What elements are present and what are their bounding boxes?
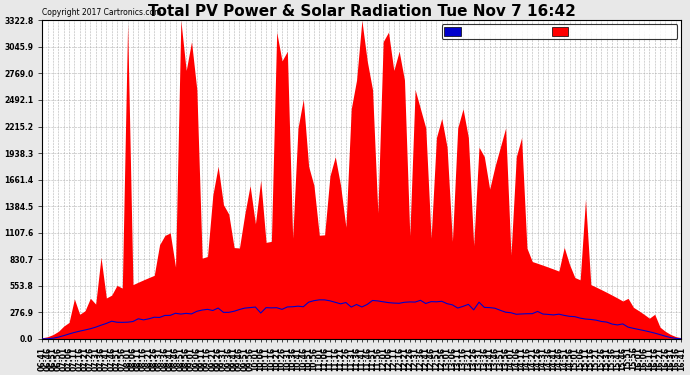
Title: Total PV Power & Solar Radiation Tue Nov 7 16:42: Total PV Power & Solar Radiation Tue Nov… — [148, 4, 576, 19]
Legend: Radiation  (W/m2), PV Panels  (DC Watts): Radiation (W/m2), PV Panels (DC Watts) — [442, 24, 677, 39]
Text: Copyright 2017 Cartronics.com: Copyright 2017 Cartronics.com — [43, 8, 162, 17]
